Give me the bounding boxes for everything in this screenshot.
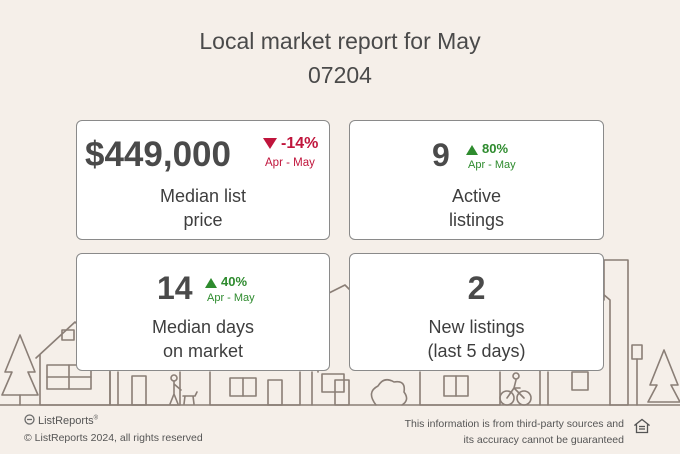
new-listings-card: 2 New listings (last 5 days) — [349, 253, 604, 371]
active-listings-label-2: listings — [448, 210, 505, 230]
new-listings-label-2: (last 5 days) — [427, 341, 526, 361]
median-days-card: 14 40% Apr - May Median days on market — [76, 253, 330, 371]
median-list-price-change-value: -14% — [281, 135, 319, 152]
active-listings-change-value: 80% — [482, 141, 509, 156]
median-list-price-card: $449,000 -14% Apr - May Median list pric… — [76, 120, 330, 240]
listreports-logo-icon — [24, 414, 35, 425]
brand-name: ListReports — [38, 415, 94, 427]
disclaimer-line-1: This information is from third-party sou… — [404, 418, 624, 430]
active-listings-change: 80% — [466, 141, 508, 156]
median-days-value: 14 — [157, 270, 193, 306]
median-days-label-2: on market — [162, 341, 244, 361]
median-list-price-label-2: price — [183, 210, 223, 230]
median-days-label-1: Median days — [151, 317, 255, 337]
disclaimer-line-2: its accuracy cannot be guaranteed — [463, 434, 624, 446]
listreports-brand: ListReports® — [24, 414, 98, 427]
median-list-price-change: -14% — [263, 135, 318, 153]
triangle-up-icon — [466, 144, 478, 155]
median-days-period: Apr - May — [207, 292, 255, 304]
copyright-text: © ListReports 2024, all rights reserved — [24, 432, 203, 444]
zip-code: 07204 — [308, 62, 372, 88]
disclaimer: This information is from third-party sou… — [364, 416, 624, 448]
triangle-up-icon — [205, 277, 217, 288]
active-listings-value: 9 — [432, 137, 450, 173]
active-listings-card: 9 80% Apr - May Active listings — [349, 120, 604, 240]
median-list-price-period: Apr - May — [265, 157, 315, 169]
median-list-price-label-1: Median list — [159, 186, 247, 206]
equal-housing-icon — [634, 418, 650, 434]
new-listings-label-1: New listings — [428, 317, 525, 337]
new-listings-value: 2 — [467, 270, 486, 306]
median-list-price-value: $449,000 — [85, 135, 231, 174]
median-days-change-value: 40% — [221, 274, 248, 289]
report-title: Local market report for May — [199, 28, 481, 54]
active-listings-period: Apr - May — [468, 159, 516, 171]
active-listings-label-1: Active — [451, 186, 502, 206]
triangle-down-icon — [263, 138, 277, 150]
median-days-change: 40% — [205, 274, 247, 289]
